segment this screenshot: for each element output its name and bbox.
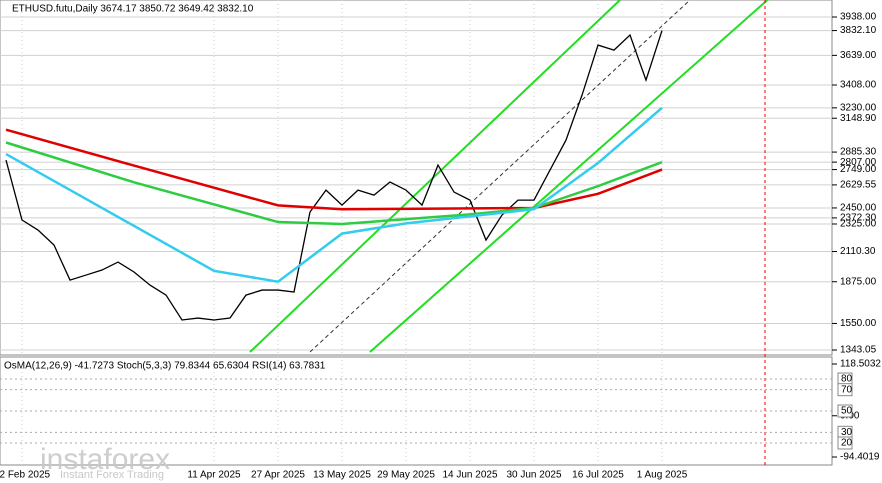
y2-tick-label: 30 bbox=[841, 427, 853, 438]
channel-line bbox=[369, 0, 769, 353]
y2-tick-label: 50 bbox=[841, 406, 853, 417]
x-tick-label: 13 May 2025 bbox=[313, 470, 371, 481]
y2-tick-label: 20 bbox=[841, 438, 853, 449]
watermark-brand: instaforex bbox=[40, 443, 170, 476]
x-tick-label: 30 Jun 2025 bbox=[506, 470, 561, 481]
y-tick-label: 118.5032 bbox=[840, 359, 881, 370]
y-tick-label: 3639.00 bbox=[840, 50, 877, 61]
y-tick-label: 2110.30 bbox=[840, 246, 876, 257]
x-tick-label: 1 Aug 2025 bbox=[637, 470, 688, 481]
x-tick-label: 29 May 2025 bbox=[377, 470, 435, 481]
x-tick-label: 11 Apr 2025 bbox=[187, 470, 241, 481]
y-tick-label: 2450.00 bbox=[840, 203, 877, 214]
symbol-header: ETHUSD.futu,Daily 3674.17 3850.72 3649.4… bbox=[12, 4, 254, 15]
y2-tick-label: 70 bbox=[841, 384, 853, 395]
level-box bbox=[837, 436, 853, 450]
x-tick-label: 14 Jun 2025 bbox=[442, 470, 497, 481]
y-tick-label: 2749.00 bbox=[840, 164, 877, 175]
y-tick-label: 1875.00 bbox=[840, 276, 877, 287]
y-tick-label: 2372.30 bbox=[840, 213, 877, 224]
x-tick-label: 27 Apr 2025 bbox=[251, 470, 305, 481]
watermark-tagline: Instant Forex Trading bbox=[60, 469, 164, 481]
price-line bbox=[5, 128, 663, 211]
price-line bbox=[5, 106, 663, 284]
y-tick-label: 3148.90 bbox=[840, 113, 877, 124]
level-box bbox=[837, 383, 853, 397]
y-tick-label: 3832.10 bbox=[840, 25, 877, 36]
y-tick-label: 1343.05 bbox=[840, 345, 877, 356]
x-tick-label: 22 Feb 2025 bbox=[0, 470, 51, 481]
price-line bbox=[5, 141, 663, 226]
y-tick-label: 2807.00 bbox=[840, 157, 877, 168]
y-tick-label: 2325.00 bbox=[840, 219, 877, 230]
y-tick-label: 2885.30 bbox=[840, 147, 877, 158]
x-tick-label: 16 Jul 2025 bbox=[572, 470, 624, 481]
channel-mid bbox=[309, 0, 691, 353]
level-box bbox=[837, 404, 853, 418]
price-line bbox=[5, 30, 663, 321]
y2-tick-label: 80 bbox=[841, 374, 853, 385]
y-tick-label: 1550.00 bbox=[840, 318, 877, 329]
channel-line bbox=[249, 0, 621, 353]
y-tick-label: 3408.00 bbox=[840, 80, 877, 91]
y-tick-label: -94.4019 bbox=[840, 452, 880, 463]
oscillator-title: OsMA(12,26,9) -41.7273 Stoch(5,3,3) 79.8… bbox=[4, 361, 326, 372]
main-panel bbox=[0, 0, 833, 356]
y-tick-label: 3938.00 bbox=[840, 12, 877, 23]
y-tick-label: 2629.55 bbox=[840, 180, 877, 191]
y-tick-label: 3230.00 bbox=[840, 102, 877, 113]
